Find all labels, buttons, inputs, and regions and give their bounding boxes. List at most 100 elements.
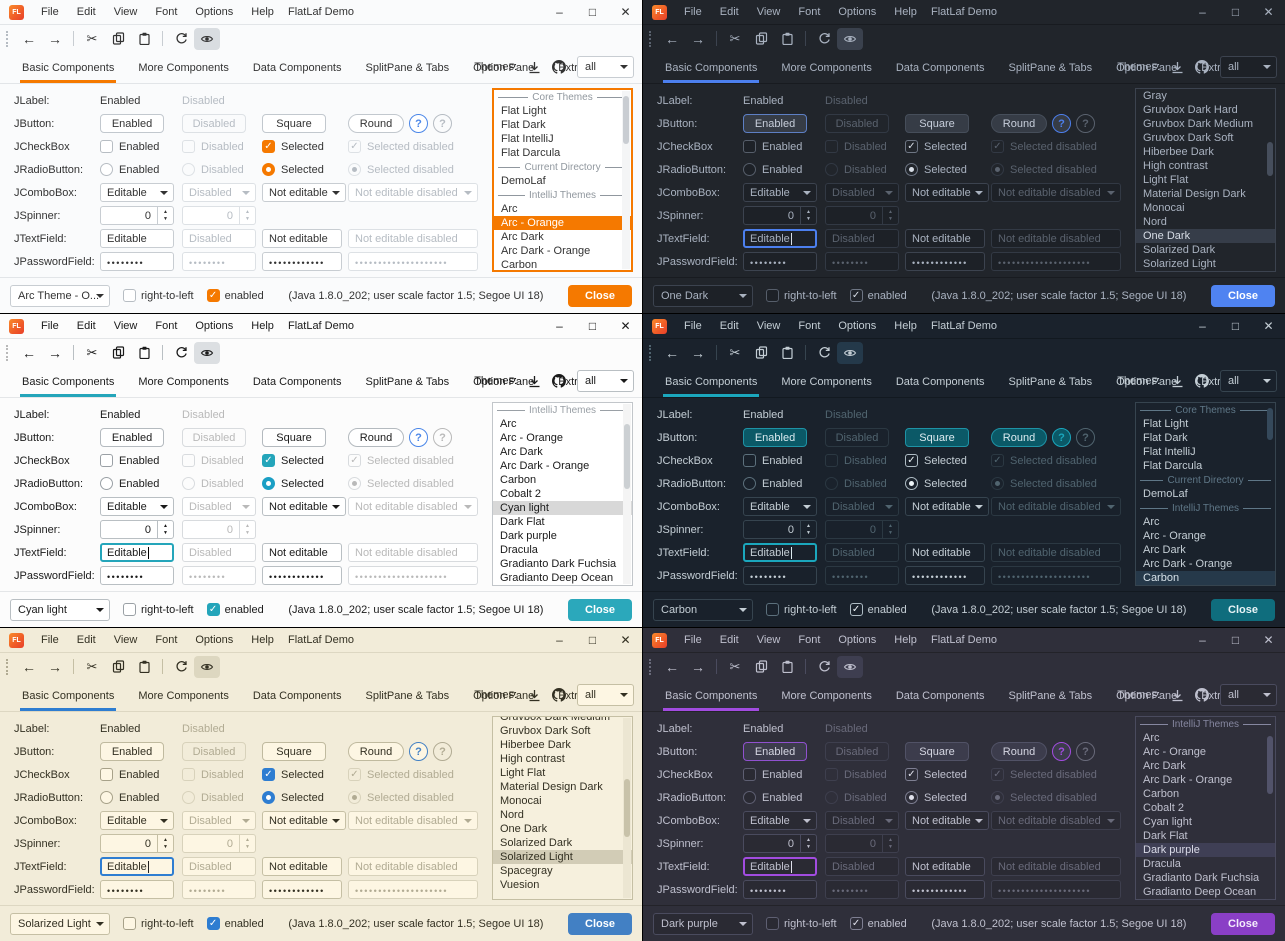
enabled-option[interactable]: ✓ enabled [849,603,907,616]
square-button[interactable]: Square [262,114,326,133]
menu-file[interactable]: File [41,319,59,332]
rtl-option[interactable]: right-to-left [123,603,194,616]
enabled-checkbox[interactable]: ✓ [206,603,220,616]
checkbox-selected[interactable]: ✓ [262,768,275,781]
spinner-enabled[interactable]: 0 ▲ ▼ [743,520,817,539]
theme-list-item[interactable]: Nord [1143,216,1167,228]
theme-list-scrollbar[interactable] [1266,90,1274,270]
close-window-button[interactable]: ✕ [620,632,631,647]
menu-edit[interactable]: Edit [76,319,96,332]
rtl-option[interactable]: right-to-left [123,289,194,302]
radio-enabled[interactable] [743,477,756,490]
theme-list-item[interactable]: Arc Dark [1143,544,1186,556]
rtl-checkbox[interactable] [123,917,136,930]
enabled-option[interactable]: ✓ enabled [206,603,264,616]
theme-list-item[interactable]: Gradianto Dark Fuchsia [500,558,617,570]
enabled-button[interactable]: Enabled [743,114,807,133]
back-button[interactable]: ← [22,658,36,675]
forward-button[interactable]: → [48,30,62,47]
theme-list-item[interactable]: Arc Dark - Orange [1143,558,1233,570]
enabled-button[interactable]: Enabled [100,428,164,447]
toolbar-grip[interactable] [649,30,653,47]
spinner-arrows[interactable]: ▲ ▼ [157,521,173,538]
theme-list-item[interactable]: High contrast [1143,160,1208,172]
enabled-option[interactable]: ✓ enabled [849,917,907,930]
cut-button[interactable]: ✂ [79,28,105,50]
rtl-option[interactable]: right-to-left [766,917,837,930]
theme-list-item[interactable]: DemoLaf [1143,488,1188,500]
theme-combobox[interactable]: Carbon [653,598,753,621]
menu-edit[interactable]: Edit [719,5,739,18]
radio-selected[interactable] [905,791,918,804]
tab-data-components[interactable]: Data Components [895,690,985,702]
theme-filter-combobox[interactable]: all [1220,56,1277,78]
textfield-editable[interactable]: Editable [100,229,174,248]
back-button[interactable]: ← [665,658,679,675]
round-button[interactable]: Round [991,742,1047,761]
theme-combobox[interactable]: Arc Theme - O... [10,284,110,307]
theme-combobox[interactable]: Cyan light [10,598,110,621]
square-button[interactable]: Square [262,742,326,761]
refresh-button[interactable] [168,656,194,678]
radio-selected[interactable] [905,477,918,490]
checkbox-selected[interactable]: ✓ [905,140,918,153]
combobox-not-editable[interactable]: Not editable [905,183,989,202]
download-button[interactable] [528,689,541,702]
enabled-checkbox[interactable]: ✓ [849,603,863,616]
show-hidden-toggle[interactable] [837,27,863,50]
theme-list-item[interactable]: Carbon [501,259,538,270]
theme-filter-combobox[interactable]: all [577,56,634,78]
maximize-button[interactable]: □ [588,4,597,19]
theme-list-item[interactable]: Arc Dark [501,231,544,243]
rtl-checkbox[interactable] [766,603,779,616]
combobox-not-editable[interactable]: Not editable [905,497,989,516]
theme-list-item[interactable]: Material Design Dark [1143,188,1246,200]
theme-list-item[interactable]: Arc Dark - Orange [501,245,591,257]
spinner-enabled[interactable]: 0 ▲ ▼ [743,834,817,853]
checkbox-enabled[interactable] [100,768,113,781]
maximize-button[interactable]: □ [1231,318,1240,333]
enabled-button[interactable]: Enabled [100,742,164,761]
theme-list-item[interactable]: Carbon [1136,571,1275,585]
menu-options[interactable]: Options [195,319,234,332]
menu-help[interactable]: Help [894,633,917,646]
tab-basic-components[interactable]: Basic Components [653,683,769,711]
checkbox-enabled[interactable] [743,140,756,153]
scrollbar-thumb[interactable] [624,423,630,489]
theme-filter-combobox[interactable]: all [577,370,634,392]
paste-button[interactable] [774,656,800,678]
theme-list-item[interactable]: Monocai [500,795,542,807]
tab-option-pane[interactable]: Option Pane [473,690,535,702]
enabled-option[interactable]: ✓ enabled [206,289,264,302]
rtl-checkbox[interactable] [766,917,779,930]
forward-button[interactable]: → [691,30,705,47]
help-button[interactable]: ? [1052,114,1071,133]
theme-list-item[interactable]: Gradianto Deep Ocean [500,572,614,584]
theme-list-item[interactable]: Dark Flat [1143,830,1188,842]
close-button[interactable]: Close [568,912,632,935]
radio-selected[interactable] [262,791,275,804]
menu-options[interactable]: Options [195,633,234,646]
passwordfield-enabled[interactable]: •••••••• [743,880,817,899]
theme-list-item[interactable]: Nord [500,809,524,821]
menu-file[interactable]: File [41,633,59,646]
tab-more-components[interactable]: More Components [781,62,872,74]
menu-view[interactable]: View [113,633,138,646]
help-button[interactable]: ? [409,428,428,447]
download-button[interactable] [528,61,541,74]
menu-edit[interactable]: Edit [719,633,739,646]
help-button[interactable]: ? [409,114,428,133]
menu-view[interactable]: View [756,319,781,332]
theme-list-item[interactable]: Spacegray [500,865,553,877]
tab-data-components[interactable]: Data Components [895,376,985,388]
passwordfield-enabled[interactable]: •••••••• [100,252,174,271]
tab-option-pane[interactable]: Option Pane [473,62,535,74]
tab-more-components[interactable]: More Components [138,376,229,388]
textfield-editable[interactable]: Editable [100,543,174,562]
theme-list-item[interactable]: Flat Darcula [501,147,561,159]
menu-edit[interactable]: Edit [76,5,96,18]
theme-list-item[interactable]: Light Flat [500,767,546,779]
theme-list-item[interactable]: Monocai [1143,202,1185,214]
enabled-option[interactable]: ✓ enabled [206,917,264,930]
passwordfield-enabled[interactable]: •••••••• [100,880,174,899]
